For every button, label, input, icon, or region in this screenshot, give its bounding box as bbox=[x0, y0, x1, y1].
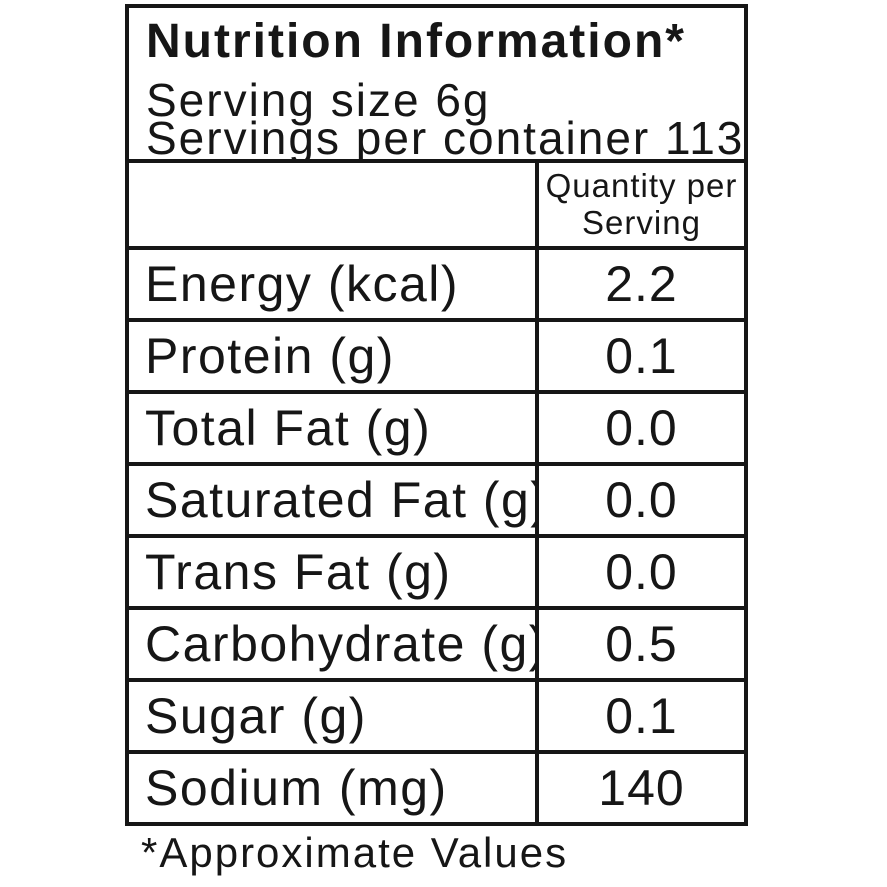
column-header-row: Quantity per Serving bbox=[125, 159, 748, 250]
nutrient-value: 0.0 bbox=[535, 534, 748, 610]
nutrient-label: Carbohydrate (g) bbox=[125, 606, 539, 682]
table-row-total-fat: Total Fat (g) 0.0 bbox=[125, 390, 748, 466]
table-row-protein: Protein (g) 0.1 bbox=[125, 318, 748, 394]
nutrient-value: 2.2 bbox=[535, 246, 748, 322]
nutrient-label: Protein (g) bbox=[125, 318, 539, 394]
nutrient-label: Sodium (mg) bbox=[125, 750, 539, 826]
table-row-saturated-fat: Saturated Fat (g) 0.0 bbox=[125, 462, 748, 538]
table-row-sugar: Sugar (g) 0.1 bbox=[125, 678, 748, 754]
table-row-sodium: Sodium (mg) 140 bbox=[125, 750, 748, 826]
title-cell: Nutrition Information* Serving size 6g S… bbox=[125, 4, 748, 163]
nutrient-value: 0.0 bbox=[535, 390, 748, 466]
nutrient-label: Energy (kcal) bbox=[125, 246, 539, 322]
nutrient-label: Total Fat (g) bbox=[125, 390, 539, 466]
table-row-energy: Energy (kcal) 2.2 bbox=[125, 246, 748, 322]
nutrient-label: Trans Fat (g) bbox=[125, 534, 539, 610]
table-row-carbohydrate: Carbohydrate (g) 0.5 bbox=[125, 606, 748, 682]
approximate-values-footnote: *Approximate Values bbox=[141, 829, 569, 876]
nutrient-value: 0.5 bbox=[535, 606, 748, 682]
nutrient-label: Saturated Fat (g) bbox=[125, 462, 539, 538]
serving-size-text: Serving size 6g bbox=[146, 74, 491, 126]
nutrient-value: 140 bbox=[535, 750, 748, 826]
nutrient-label: Sugar (g) bbox=[125, 678, 539, 754]
table-row-trans-fat: Trans Fat (g) 0.0 bbox=[125, 534, 748, 610]
nutrition-table: Nutrition Information* Serving size 6g S… bbox=[125, 4, 748, 826]
quantity-per-serving-header: Quantity per Serving bbox=[535, 159, 748, 250]
label-title: Nutrition Information* bbox=[146, 15, 686, 68]
nutrient-value: 0.0 bbox=[535, 462, 748, 538]
blank-header-cell bbox=[125, 159, 539, 250]
servings-per-container-text: Servings per container 113 bbox=[146, 112, 745, 161]
nutrient-value: 0.1 bbox=[535, 678, 748, 754]
nutrient-value: 0.1 bbox=[535, 318, 748, 394]
title-row: Nutrition Information* Serving size 6g S… bbox=[125, 4, 748, 163]
